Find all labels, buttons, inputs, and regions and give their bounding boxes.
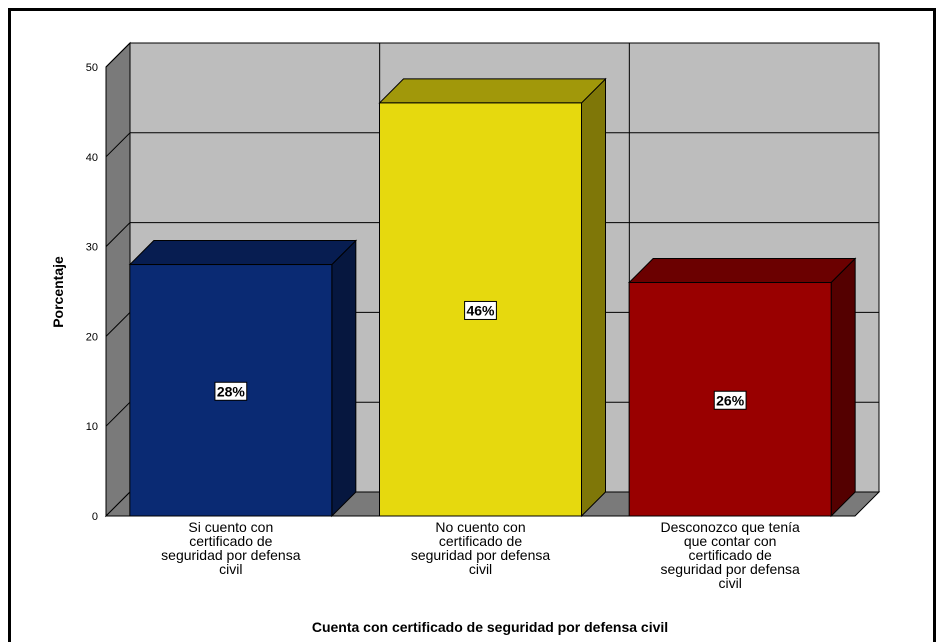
data-label-box [214,381,248,401]
data-label-box [713,390,747,410]
y-tick-label: 30 [86,242,98,254]
x-tick-label-line: Si cuento con [188,519,273,535]
gridline-side [105,312,131,337]
x-tick-label-line: certificado de [189,533,272,549]
x-tick-label: No cuento con certificado de seguridad por… [411,519,551,577]
x-tick-label-line: civil [718,575,741,591]
x-tick-label-line: certificado de [689,547,772,563]
x-tick-label-line: No cuento con [435,519,525,535]
y-tick-label: 40 [86,152,98,164]
bar-top [627,258,857,284]
x-tick-label-line: seguridad por defensa [661,561,801,577]
bar-side [331,239,357,518]
x-tick-label-line: seguridad por defensa [161,547,301,563]
bar-top [378,78,607,104]
gridline-side [105,222,131,247]
bar-side [581,77,606,518]
data-label: 46% [466,302,495,318]
y-tick-labels: 0 10 20 30 40 50 [86,62,98,523]
gridline-side [105,132,131,158]
y-tick-label: 0 [92,511,98,523]
bar: 28% [128,239,358,518]
x-tick-label-line: seguridad por defensa [411,547,551,563]
y-axis-label: Porcentaje [50,256,66,328]
bar-side [830,257,856,518]
data-label: 26% [716,392,745,408]
bar-top [128,240,358,266]
side-wall [105,41,131,518]
y-tick-label: 50 [86,62,98,74]
x-axis-label: Cuenta con certificado de seguridad por … [312,619,668,635]
x-tick-labels: Si cuento con certificado de seguridad por… [161,519,800,591]
x-tick-label-line: que contar con [684,533,777,549]
x-tick-label-line: Desconozco que tenía [661,519,801,535]
x-tick-label: Si cuento con certificado de seguridad por… [161,519,301,577]
x-tick-label-line: civil [219,561,242,577]
bars: 28% 46% 26% [128,77,857,518]
y-tick-label: 10 [86,421,98,433]
gridline-side [105,401,131,427]
y-tick-label: 20 [86,331,98,343]
x-tick-label-line: certificado de [439,533,522,549]
x-tick-label: Desconozco que tenía que contar con certif… [661,519,801,591]
data-label-box [464,300,497,320]
x-tick-label-line: civil [469,561,492,577]
data-label: 28% [217,383,246,399]
gridline-side [105,42,131,68]
bar: 26% [627,257,857,518]
bar: 46% [378,77,607,518]
